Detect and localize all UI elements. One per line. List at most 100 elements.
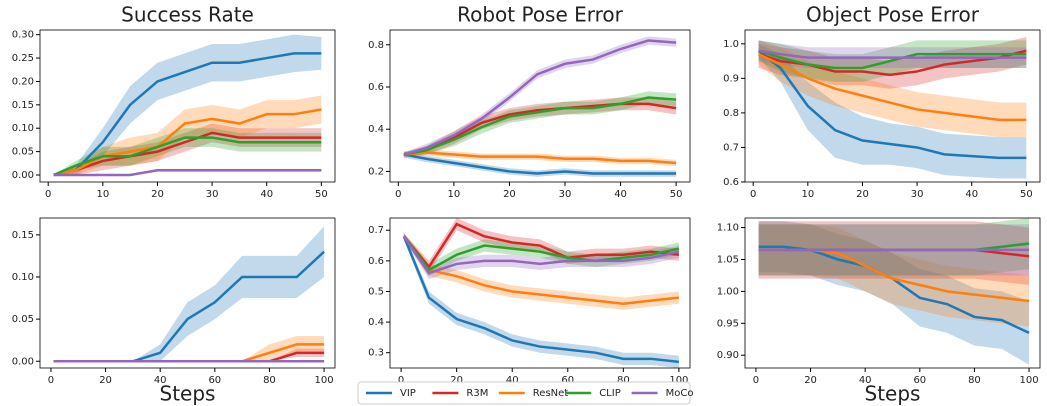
x-tick-label: 40 bbox=[859, 375, 872, 386]
y-tick-label: 0.6 bbox=[368, 82, 384, 93]
series-line bbox=[402, 235, 680, 272]
band bbox=[403, 151, 677, 177]
x-tick-label: 60 bbox=[208, 375, 221, 386]
y-tick-label: 0.05 bbox=[12, 147, 34, 158]
band bbox=[403, 233, 679, 368]
series-line bbox=[402, 222, 680, 270]
band bbox=[758, 221, 1030, 365]
band bbox=[53, 226, 325, 362]
y-tick-label: 0.15 bbox=[12, 100, 34, 111]
y-tick-label: 0.05 bbox=[12, 314, 34, 325]
x-tick-label: 80 bbox=[263, 375, 276, 386]
series-line bbox=[403, 151, 677, 165]
x-tick-label: 0 bbox=[45, 189, 51, 200]
x-axis-label: Steps bbox=[160, 382, 216, 406]
x-tick-label: 40 bbox=[260, 189, 273, 200]
y-tick-label: 1.05 bbox=[717, 254, 739, 265]
x-tick-label: 80 bbox=[617, 375, 630, 386]
band bbox=[758, 221, 1030, 286]
x-tick-label: 60 bbox=[561, 375, 574, 386]
chart-title: Object Pose Error bbox=[806, 3, 980, 27]
y-tick-label: 0.6 bbox=[723, 177, 739, 188]
x-tick-label: 20 bbox=[450, 375, 463, 386]
x-tick-label: 60 bbox=[913, 375, 926, 386]
legend-label: VIP bbox=[400, 388, 416, 399]
x-tick-label: 50 bbox=[670, 189, 683, 200]
band bbox=[403, 233, 679, 280]
y-tick-label: 0.10 bbox=[12, 272, 34, 283]
y-tick-label: 0.4 bbox=[368, 317, 384, 328]
axes-frame bbox=[39, 29, 336, 183]
series-line bbox=[403, 39, 677, 156]
series-line bbox=[758, 49, 1027, 70]
y-tick-label: 0.8 bbox=[368, 40, 384, 51]
x-tick-label: 0 bbox=[753, 375, 759, 386]
series-line bbox=[402, 235, 680, 364]
x-tick-label: 40 bbox=[614, 189, 627, 200]
legend-label: ResNet bbox=[533, 388, 568, 399]
x-tick-label: 20 bbox=[99, 375, 112, 386]
series-line bbox=[53, 52, 322, 177]
x-tick-label: 40 bbox=[965, 189, 978, 200]
band bbox=[53, 34, 322, 175]
y-tick-label: 0.20 bbox=[12, 76, 34, 87]
axes-frame bbox=[744, 217, 1041, 369]
series-line bbox=[757, 49, 1027, 160]
series-line bbox=[53, 131, 322, 177]
x-tick-label: 100 bbox=[1020, 375, 1039, 386]
x-tick-label: 10 bbox=[96, 189, 109, 200]
band bbox=[403, 233, 679, 277]
x-tick-label: 100 bbox=[315, 375, 334, 386]
chart-title: Robot Pose Error bbox=[457, 3, 624, 27]
x-tick-label: 30 bbox=[206, 189, 219, 200]
y-tick-label: 0.90 bbox=[717, 350, 739, 361]
y-tick-label: 0.7 bbox=[723, 142, 739, 153]
series-line bbox=[758, 49, 1027, 59]
band bbox=[758, 218, 1030, 276]
x-tick-label: 10 bbox=[801, 189, 814, 200]
y-tick-label: 0.25 bbox=[12, 53, 34, 64]
y-tick-label: 0.7 bbox=[368, 225, 384, 236]
x-tick-label: 20 bbox=[151, 189, 164, 200]
y-tick-label: 0.00 bbox=[12, 170, 34, 181]
y-tick-label: 0.10 bbox=[12, 123, 34, 134]
x-tick-label: 30 bbox=[559, 189, 572, 200]
series-line bbox=[402, 235, 680, 275]
band bbox=[53, 335, 325, 362]
y-tick-label: 0.95 bbox=[717, 318, 739, 329]
band bbox=[758, 40, 1027, 68]
axes-frame bbox=[389, 29, 691, 183]
series-line bbox=[53, 136, 322, 177]
y-tick-label: 0.8 bbox=[723, 108, 739, 119]
y-tick-label: 1.0 bbox=[723, 39, 739, 50]
chart-title: Success Rate bbox=[121, 3, 254, 27]
y-tick-label: 0.00 bbox=[12, 356, 34, 367]
x-axis-label: Steps bbox=[865, 382, 921, 406]
x-tick-label: 40 bbox=[506, 375, 519, 386]
band bbox=[53, 348, 325, 362]
x-tick-label: 40 bbox=[154, 375, 167, 386]
x-tick-label: 80 bbox=[968, 375, 981, 386]
y-tick-label: 0.6 bbox=[368, 256, 384, 267]
axes-frame bbox=[39, 217, 336, 369]
x-tick-label: 30 bbox=[911, 189, 924, 200]
series-line bbox=[403, 153, 677, 175]
band bbox=[403, 91, 677, 157]
series-line bbox=[403, 96, 677, 156]
axes-frame bbox=[389, 217, 691, 369]
legend-label: R3M bbox=[466, 388, 488, 399]
band bbox=[758, 43, 1027, 179]
y-tick-label: 1.10 bbox=[717, 223, 739, 234]
legend-label: CLIP bbox=[599, 388, 621, 399]
x-tick-label: 20 bbox=[804, 375, 817, 386]
x-tick-label: 100 bbox=[669, 375, 688, 386]
series-line bbox=[403, 102, 677, 156]
series-line bbox=[53, 108, 322, 177]
axes-frame bbox=[744, 29, 1041, 183]
band bbox=[758, 36, 1027, 89]
y-tick-label: 0.15 bbox=[12, 230, 34, 241]
series-line bbox=[402, 235, 680, 305]
x-tick-label: 20 bbox=[503, 189, 516, 200]
series-line bbox=[758, 53, 1027, 122]
